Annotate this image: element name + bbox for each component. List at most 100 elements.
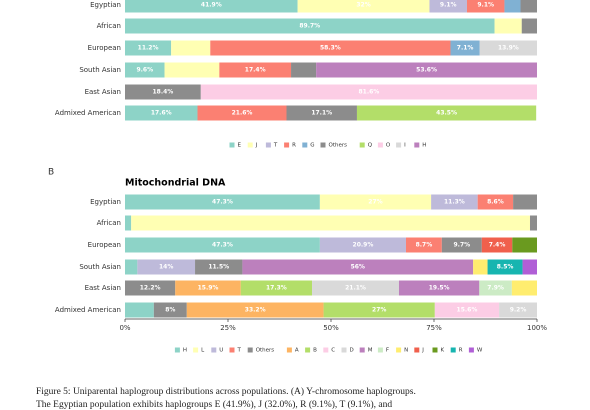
bar-segment <box>137 259 196 275</box>
bar-segment <box>200 84 538 100</box>
segment-label: 33.2% <box>245 307 266 314</box>
bar-segment <box>356 105 537 121</box>
segment-label: 12.2% <box>140 285 161 292</box>
segment-label: 53.6% <box>416 67 437 74</box>
legend-swatch <box>432 347 438 353</box>
legend-label: J <box>255 143 258 149</box>
bar-segment <box>450 40 480 56</box>
segment-label: 17.6% <box>151 110 172 117</box>
bar-segment <box>479 280 512 296</box>
bar-segment <box>487 259 523 275</box>
legend-label: H <box>183 348 187 354</box>
bar-segment <box>494 18 522 34</box>
legend-swatch <box>377 347 383 353</box>
bar-segment <box>312 280 399 296</box>
legend-swatch <box>396 142 402 148</box>
bar-segment <box>195 259 243 275</box>
segment-label: 89.7% <box>299 23 320 30</box>
segment-label: 8% <box>165 307 175 314</box>
segment-label: 9.1% <box>477 2 494 9</box>
bar-segment <box>125 302 154 318</box>
segment-label: 19.5% <box>429 285 450 292</box>
segment-label: 9.7% <box>453 242 470 249</box>
legend-label: T <box>237 348 242 354</box>
segment-label: 7.1% <box>457 45 474 52</box>
legend-swatch <box>211 347 217 353</box>
legend-swatch <box>305 347 311 353</box>
x-tick-label: 0% <box>119 324 130 332</box>
bar-segment <box>291 62 317 78</box>
bar-segment <box>316 62 537 78</box>
segment-label: 7.9% <box>487 285 504 292</box>
bar-segment <box>466 0 505 13</box>
legend-label: R <box>292 143 296 149</box>
caption: The Egyptian population exhibits haplogr… <box>36 399 392 410</box>
legend-label: O <box>386 143 391 149</box>
legend-swatch <box>302 142 308 148</box>
legend-swatch <box>341 347 347 353</box>
segment-label: 9.2% <box>510 307 527 314</box>
bar-segment <box>171 40 211 56</box>
bar-segment <box>319 237 406 253</box>
segment-label: 47.3% <box>212 199 233 206</box>
legend-label: A <box>295 348 299 354</box>
segment-label: 17.3% <box>266 285 287 292</box>
category-label: African <box>97 22 121 30</box>
segment-label: 17.1% <box>311 110 332 117</box>
bar-segment <box>520 0 537 13</box>
bar-segment <box>175 280 241 296</box>
segment-label: 11.2% <box>138 45 159 52</box>
bar-segment <box>242 259 474 275</box>
bar-segment <box>522 259 537 275</box>
legend-swatch <box>359 347 365 353</box>
bar-segment <box>125 18 495 34</box>
bar-segment <box>286 105 357 121</box>
x-tick-label: 100% <box>527 324 547 332</box>
segment-label: 15.9% <box>198 285 219 292</box>
bar-segment <box>319 194 432 210</box>
bar-segment <box>297 0 430 13</box>
bar-segment <box>125 84 201 100</box>
bar-segment <box>477 194 514 210</box>
category-label: South Asian <box>79 263 121 271</box>
category-label: Admixed American <box>55 109 121 117</box>
legend-label: H <box>422 143 426 149</box>
bar-segment <box>479 40 537 56</box>
legend-label: B <box>313 348 317 354</box>
caption: Figure 5: Uniparental haplogroup distrib… <box>36 386 416 397</box>
legend-swatch <box>450 347 456 353</box>
legend-swatch <box>174 347 180 353</box>
legend-swatch <box>323 347 329 353</box>
legend-label: M <box>368 348 373 354</box>
legend-label: T <box>273 143 278 149</box>
bar-segment <box>441 237 482 253</box>
legend-label: U <box>219 348 223 354</box>
legend-label: G <box>310 143 314 149</box>
bar-segment <box>125 259 138 275</box>
segment-label: 11.3% <box>444 199 465 206</box>
bar-segment <box>197 105 287 121</box>
bar-segment <box>125 194 320 210</box>
segment-label: 20.9% <box>353 242 374 249</box>
bar-segment <box>125 62 165 78</box>
segment-label: 58.3% <box>320 45 341 52</box>
bar-segment <box>131 215 530 231</box>
category-label: African <box>97 219 121 227</box>
category-label: European <box>88 241 121 249</box>
bar-segment <box>405 237 442 253</box>
segment-label: 32% <box>356 2 370 9</box>
x-tick-label: 75% <box>426 324 442 332</box>
segment-label: 8.5% <box>497 264 514 271</box>
bar-segment <box>529 215 537 231</box>
segment-label: 14% <box>159 264 173 271</box>
bar-segment <box>125 0 298 13</box>
bar-segment <box>125 280 176 296</box>
segment-label: 13.9% <box>498 45 519 52</box>
legend-swatch <box>396 347 402 353</box>
legend-swatch <box>193 347 199 353</box>
bar-segment <box>504 0 521 13</box>
category-label: Egyptian <box>90 198 121 206</box>
legend-swatch <box>247 142 253 148</box>
legend-label: E <box>238 143 242 149</box>
